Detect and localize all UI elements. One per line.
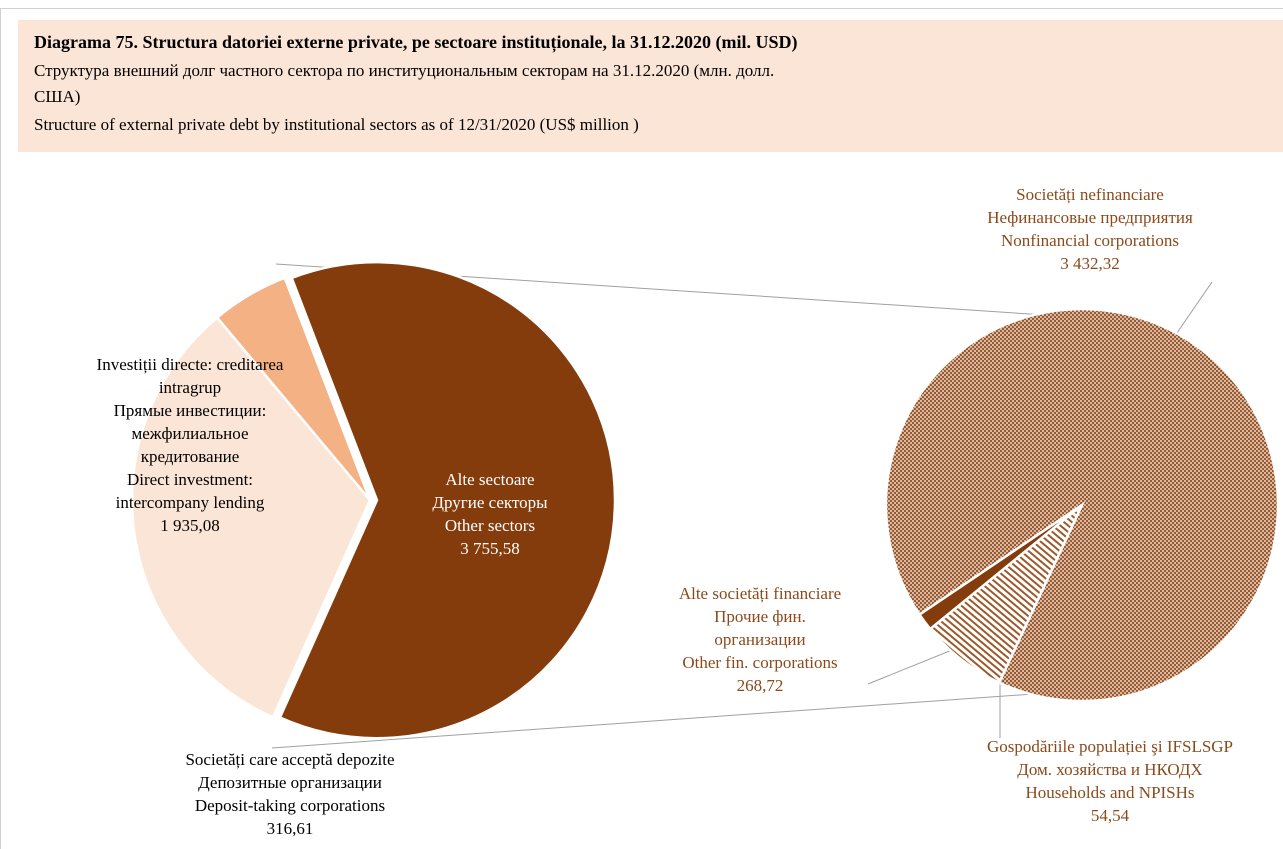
slice-label: intercompany lending <box>116 493 265 512</box>
subtitle: США) <box>34 87 80 106</box>
slice-label: Deposit-taking corporations <box>195 796 385 815</box>
slice-label: Other sectors <box>445 516 535 535</box>
slice-label: Gospodăriile populației şi IFSLSGP <box>987 737 1233 756</box>
slice-label: Другие секторы <box>432 493 548 512</box>
slice-label: Прочие фин. <box>714 607 806 626</box>
data-label: 3 755,58 <box>460 539 520 558</box>
slice-label: Nonfinancial corporations <box>1001 231 1179 250</box>
slice-label: кредитование <box>141 447 240 466</box>
slice-label: Alte sectoare <box>445 470 534 489</box>
data-label: 3 432,32 <box>1060 254 1120 273</box>
pie-slice <box>130 315 372 719</box>
connector-line <box>271 689 1091 749</box>
subtitle: Structure of external private debt by in… <box>34 115 639 134</box>
subtitle: Структура внешний долг частного сектора … <box>34 61 774 80</box>
slice-label: Other fin. corporations <box>682 653 837 672</box>
slice-label: Депозитные организации <box>198 773 382 792</box>
pie-slice <box>917 503 1083 631</box>
slice-label: Households and NPISHs <box>1025 783 1194 802</box>
slice-label: Alte societăți financiare <box>679 584 841 603</box>
slice-label: Investiții directe: creditarea <box>97 355 284 374</box>
slice-label: intragrup <box>159 378 221 397</box>
slice-label: Direct investment: <box>127 470 253 489</box>
slice-label: Дом. хозяйства и НКОДХ <box>1017 760 1202 779</box>
leader-line <box>867 649 953 685</box>
slice-label: Прямые инвестиции: <box>114 401 267 420</box>
slice-label: организации <box>714 630 805 649</box>
title-box <box>18 20 1283 152</box>
data-label: 268,72 <box>737 676 784 695</box>
pie-slice <box>278 260 617 740</box>
chart-title: Diagrama 75. Structura datoriei externe … <box>34 32 798 53</box>
data-label: 1 935,08 <box>160 516 220 535</box>
slice-label: межфилиальное <box>131 424 248 443</box>
slice-label: Societăți nefinanciare <box>1016 185 1164 204</box>
pie-slice <box>215 276 372 501</box>
data-label: 54,54 <box>1091 806 1130 825</box>
slice-label: Societăți care acceptă depozite <box>185 750 394 769</box>
slice-label: Нефинансовые предприятия <box>987 208 1193 227</box>
data-label: 316,61 <box>267 819 314 838</box>
